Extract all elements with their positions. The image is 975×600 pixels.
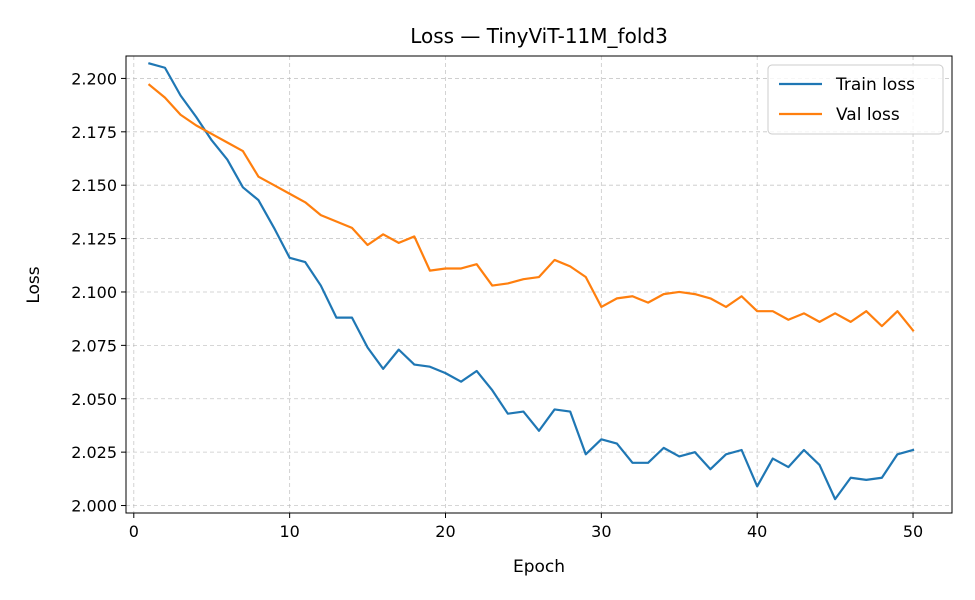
- plot-frame: [125, 55, 953, 514]
- x-tick-label: 20: [435, 522, 455, 541]
- series-line-val-loss: [147, 83, 915, 332]
- series-line-train-loss: [148, 62, 915, 501]
- legend-label-train-loss: Train loss: [835, 75, 915, 95]
- y-axis-label: Loss: [24, 266, 44, 303]
- x-axis-label: Epoch: [513, 557, 565, 577]
- y-tick-label: 2.175: [71, 123, 117, 142]
- x-tick-label: 30: [591, 522, 611, 541]
- x-tick-label: 10: [279, 522, 299, 541]
- chart-title: Loss — TinyViT-11M_fold3: [410, 24, 668, 48]
- ticks: 0 10 20 30 40 50 2.000 2.025 2.050 2.075 2.100 2.12…: [71, 69, 923, 541]
- legend-box: [767, 64, 944, 135]
- x-tick-label: 50: [903, 522, 923, 541]
- series-group: [147, 62, 915, 501]
- y-tick-label: 2.200: [71, 69, 117, 88]
- y-tick-label: 2.075: [71, 336, 117, 355]
- y-tick-label: 2.025: [71, 443, 117, 462]
- x-tick-label: 40: [747, 522, 767, 541]
- x-tick-label: 0: [129, 522, 139, 541]
- y-tick-label: 2.100: [71, 283, 117, 302]
- y-tick-label: 2.050: [71, 390, 117, 409]
- legend-label-val-loss: Val loss: [836, 105, 900, 125]
- legend: Train loss Val loss: [767, 64, 944, 135]
- y-tick-label: 2.150: [71, 176, 117, 195]
- y-tick-label: 2.125: [71, 230, 117, 249]
- y-tick-label: 2.000: [71, 497, 117, 516]
